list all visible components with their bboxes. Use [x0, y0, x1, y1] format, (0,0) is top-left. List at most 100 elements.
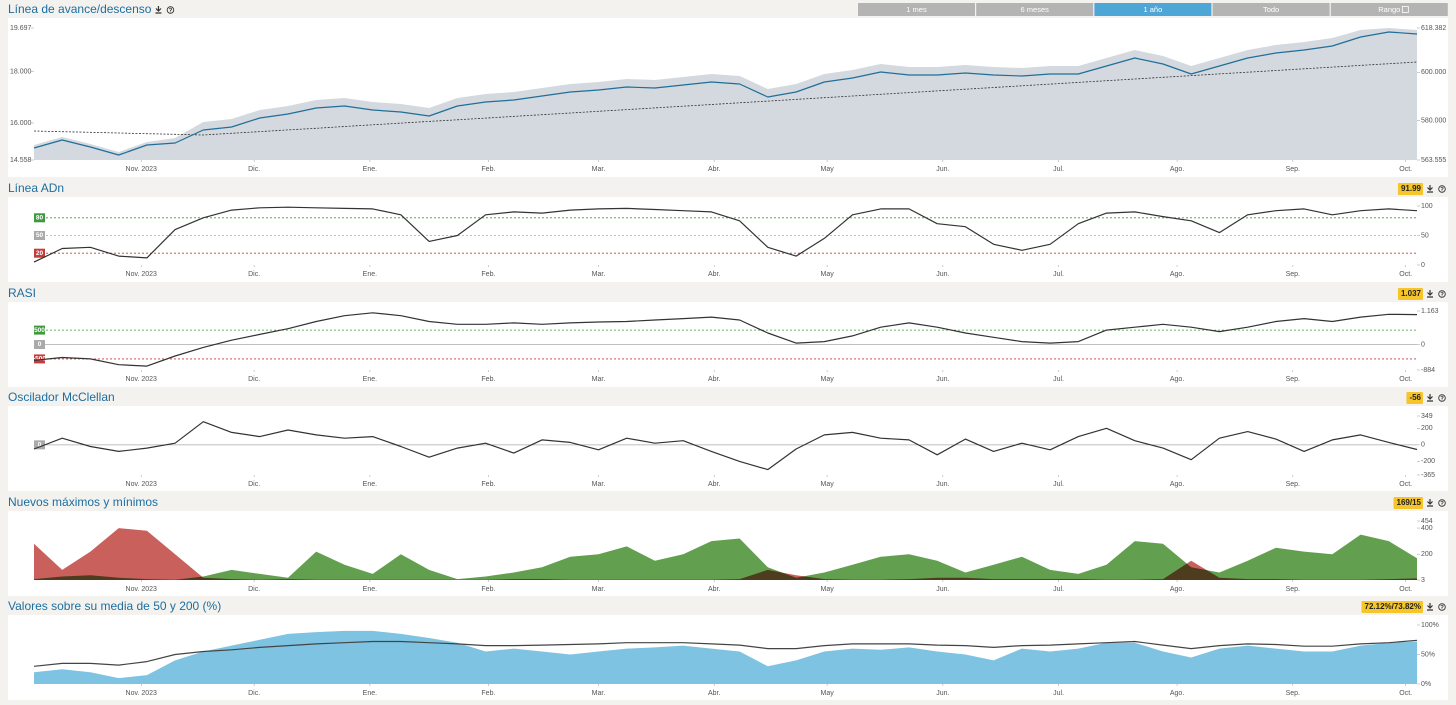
x-tick-label: Mar. — [592, 481, 606, 488]
x-tick-label: Jul. — [1053, 690, 1064, 697]
x-tick-label: Abr. — [708, 271, 721, 278]
y-tick-label: 0 — [1421, 341, 1425, 348]
range-button-label[interactable]: Rango — [1378, 5, 1400, 14]
x-tick-label: Nov. 2023 — [126, 376, 157, 383]
x-tick-label: Sep. — [1286, 376, 1300, 383]
range-button-label[interactable]: 1 mes — [906, 5, 927, 14]
y-tick-label: 0 — [1421, 442, 1425, 449]
value-badge — [1397, 288, 1423, 300]
x-tick-label: Jun. — [936, 271, 949, 278]
x-tick-label: Feb. — [481, 271, 495, 278]
x-tick-label: Ene. — [363, 271, 377, 278]
help-glyph[interactable] — [1440, 604, 1444, 610]
help-glyph[interactable] — [1440, 500, 1444, 506]
x-tick-label: May — [820, 271, 834, 278]
range-button-label[interactable]: 6 meses — [1021, 5, 1050, 14]
x-tick-label: Sep. — [1286, 586, 1300, 593]
help-glyph[interactable] — [1440, 186, 1444, 192]
range-button[interactable] — [976, 3, 1094, 16]
x-tick-label: Nov. 2023 — [126, 690, 157, 697]
x-tick-label: Oct. — [1399, 376, 1412, 383]
download-icon[interactable] — [1427, 185, 1433, 193]
help-glyph[interactable] — [1440, 291, 1444, 297]
y-tick-label: 16.000 — [10, 120, 32, 127]
x-tick-label: Dic. — [248, 166, 260, 173]
download-icon[interactable] — [1427, 603, 1433, 611]
x-tick-label: Abr. — [708, 690, 721, 697]
area — [34, 534, 1417, 580]
x-tick-label: Feb. — [481, 166, 495, 173]
x-tick-label: Dic. — [248, 271, 260, 278]
level-badge — [34, 340, 45, 350]
value-badge — [1406, 392, 1423, 404]
x-tick-label: Jul. — [1053, 271, 1064, 278]
level-badge — [34, 354, 45, 364]
y-tick-label: 14.558 — [10, 157, 32, 164]
download-icon[interactable] — [155, 6, 162, 14]
range-button[interactable] — [1330, 3, 1448, 16]
x-tick-label: May — [820, 376, 834, 383]
line — [33, 639, 1418, 667]
range-button-label[interactable]: 1 año — [1144, 5, 1163, 14]
x-tick-label: Oct. — [1399, 271, 1412, 278]
download-icon[interactable] — [1427, 290, 1433, 298]
area — [34, 528, 1417, 580]
help-glyph[interactable] — [168, 7, 173, 13]
panel — [8, 406, 1448, 491]
help-icon[interactable] — [1438, 394, 1446, 402]
area — [34, 28, 1417, 160]
x-tick-label: Ene. — [363, 166, 377, 173]
x-tick-label: Dic. — [248, 690, 260, 697]
x-tick-label: Ene. — [363, 690, 377, 697]
x-tick-label: Mar. — [592, 586, 606, 593]
range-button-label[interactable]: Todo — [1263, 5, 1279, 14]
x-tick-label: Ene. — [363, 481, 377, 488]
y-tick-label: 200 — [1421, 425, 1433, 432]
y-tick-label: 0% — [1421, 681, 1431, 688]
x-tick-label: Jun. — [936, 586, 949, 593]
x-tick-label: Ago. — [1170, 690, 1184, 697]
help-icon[interactable] — [166, 6, 175, 14]
x-tick-label: Ago. — [1170, 376, 1184, 383]
value-badge — [1397, 183, 1423, 195]
x-tick-label: Ago. — [1170, 271, 1184, 278]
x-tick-label: Jun. — [936, 376, 949, 383]
level-badge — [34, 231, 45, 240]
chart-title: Línea ADn — [8, 181, 64, 195]
y-tick-label: 50% — [1421, 651, 1435, 658]
range-button[interactable] — [858, 3, 975, 16]
x-tick-label: Jul. — [1053, 166, 1064, 173]
range-button[interactable] — [1212, 3, 1330, 16]
help-icon[interactable] — [1438, 603, 1446, 611]
y-tick-label: -365 — [1421, 472, 1435, 479]
x-tick-label: Dic. — [248, 586, 260, 593]
line — [33, 312, 1418, 367]
x-tick-label: Sep. — [1286, 166, 1300, 173]
x-tick-label: Ene. — [363, 376, 377, 383]
calendar-icon[interactable] — [1401, 6, 1409, 13]
x-tick-label: Oct. — [1399, 481, 1412, 488]
x-tick-label: Mar. — [592, 166, 606, 173]
help-icon[interactable] — [1438, 499, 1446, 507]
value-badge — [1393, 497, 1423, 509]
chart-title: RASI — [8, 286, 36, 300]
value-badge-label: 91.99 — [1401, 184, 1422, 193]
x-tick-label: Feb. — [481, 481, 495, 488]
y-tick-label: 580.000 — [1421, 117, 1446, 124]
help-icon[interactable] — [1438, 290, 1446, 298]
range-button[interactable] — [1094, 3, 1212, 16]
level-badge — [34, 248, 45, 258]
help-icon[interactable] — [1438, 185, 1446, 193]
y-tick-label: 618.382 — [1421, 25, 1446, 32]
x-tick-label: Feb. — [481, 586, 495, 593]
level-badge-label: 50 — [36, 232, 44, 239]
download-icon[interactable] — [1427, 394, 1433, 402]
y-tick-label: 50 — [1421, 232, 1429, 239]
x-tick-label: Oct. — [1399, 586, 1412, 593]
y-tick-label: 1.163 — [1421, 308, 1439, 315]
y-tick-label: 600.000 — [1421, 69, 1446, 76]
download-icon[interactable] — [1427, 499, 1433, 507]
x-tick-label: Jul. — [1053, 376, 1064, 383]
help-glyph[interactable] — [1440, 395, 1444, 401]
